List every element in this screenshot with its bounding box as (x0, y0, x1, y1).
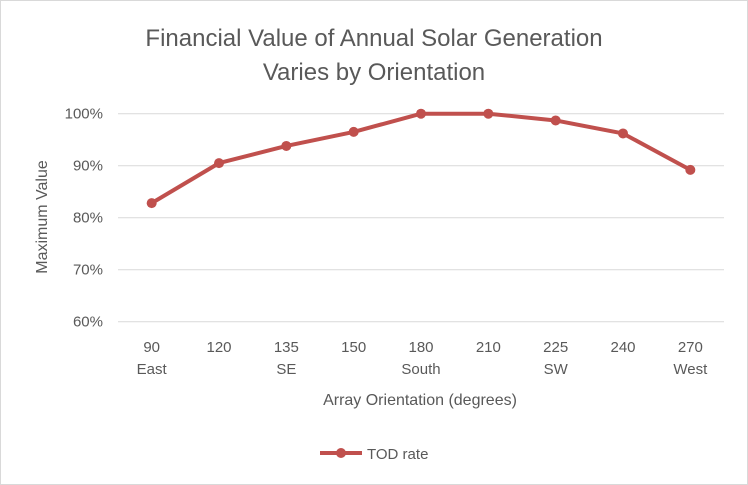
data-point (416, 108, 426, 119)
x-tick-sublabel: East (137, 361, 168, 378)
x-tick-label: 90 (143, 339, 160, 356)
x-tick-label: 180 (408, 339, 433, 356)
data-point (214, 158, 224, 169)
y-tick-label: 60% (73, 314, 103, 331)
data-point (618, 128, 628, 139)
x-tick-label: 120 (206, 339, 231, 356)
chart-subtitle: Varies by Orientation (263, 59, 485, 86)
data-point (348, 126, 359, 137)
legend-label: TOD rate (367, 446, 428, 463)
x-tick-label: 135 (274, 339, 299, 356)
x-tick-label: 225 (543, 339, 568, 356)
x-tick-label: 150 (341, 339, 366, 356)
x-tick-sublabel: SE (276, 361, 296, 378)
y-tick-label: 70% (73, 262, 103, 279)
x-tick-sublabel: SW (544, 361, 569, 378)
x-tick-label: 240 (610, 339, 635, 356)
data-point (281, 140, 292, 151)
legend-point-marker (336, 448, 346, 458)
x-tick-label: 270 (678, 339, 703, 356)
data-point (483, 108, 494, 119)
x-tick-sublabel: West (673, 361, 708, 378)
data-point (550, 115, 561, 126)
y-tick-label: 80% (73, 210, 103, 227)
x-tick-sublabel: South (401, 361, 440, 378)
data-point (146, 198, 157, 209)
x-axis-label: Array Orientation (degrees) (323, 392, 517, 409)
data-point (685, 164, 696, 175)
y-tick-label: 90% (73, 158, 103, 175)
legend: TOD rate (320, 446, 428, 463)
y-axis-label: Maximum Value (34, 160, 51, 274)
chart-title: Financial Value of Annual Solar Generati… (145, 25, 602, 52)
y-tick-label: 100% (65, 106, 103, 123)
x-tick-label: 210 (476, 339, 501, 356)
series-line (150, 111, 692, 205)
